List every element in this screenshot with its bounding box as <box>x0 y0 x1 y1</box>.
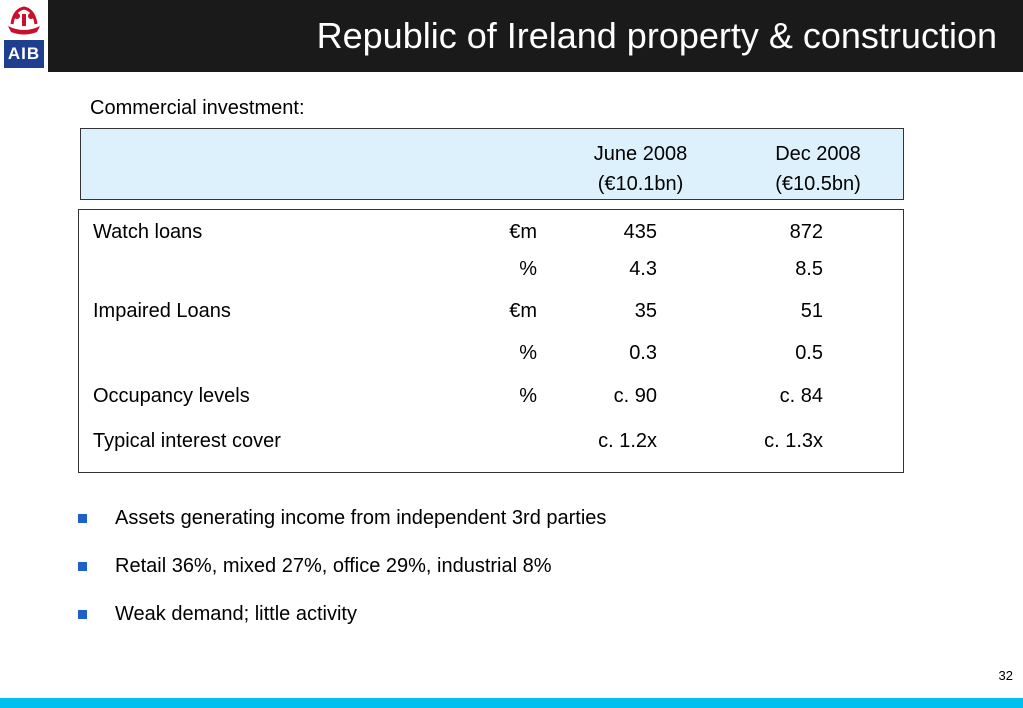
cell-june-2008: 4.3 <box>629 258 657 280</box>
row-label: Watch loans <box>93 221 203 243</box>
bullet-text: Assets generating income from independen… <box>115 507 607 529</box>
cell-june-2008: 0.3 <box>629 342 657 364</box>
cell-dec-2008: 51 <box>800 300 823 322</box>
row-unit: % <box>519 385 537 407</box>
column-header-dec-2008: Dec 2008 (€10.5bn) <box>753 139 883 199</box>
title-bar: AIB Republic of Ireland property & const… <box>0 0 1023 72</box>
cell-dec-2008: 8.5 <box>795 258 823 280</box>
row-label: Impaired Loans <box>93 300 231 322</box>
row-unit: €m <box>509 300 537 322</box>
aib-logo: AIB <box>0 0 48 72</box>
column-header-june-2008: June 2008 (€10.1bn) <box>578 139 703 199</box>
page-number: 32 <box>998 668 1013 683</box>
aib-logo-text: AIB <box>4 40 44 68</box>
cell-dec-2008: 872 <box>789 221 823 243</box>
table-row: Watch loans €m 435 872 <box>79 221 903 247</box>
row-unit: % <box>519 258 537 280</box>
table-header: June 2008 (€10.1bn) Dec 2008 (€10.5bn) <box>80 128 904 200</box>
bottom-accent-bar <box>0 698 1023 708</box>
column-header-total: (€10.1bn) <box>597 173 684 195</box>
slide-title: Republic of Ireland property & construct… <box>316 15 997 56</box>
row-label: Typical interest cover <box>93 430 281 452</box>
table-row: Impaired Loans €m 35 51 <box>79 300 903 326</box>
table-row: Occupancy levels % c. 90 c. 84 <box>79 385 903 411</box>
aib-ark-emblem-icon <box>8 6 40 35</box>
cell-june-2008: c. 1.2x <box>598 430 657 452</box>
square-bullet-icon <box>78 514 87 523</box>
column-header-total: (€10.5bn) <box>775 173 861 195</box>
square-bullet-icon <box>78 562 87 571</box>
cell-june-2008: 35 <box>634 300 657 322</box>
table-row: % 4.3 8.5 <box>79 258 903 284</box>
bullet-text: Retail 36%, mixed 27%, office 29%, indus… <box>115 555 552 577</box>
row-label: Occupancy levels <box>93 385 250 407</box>
cell-dec-2008: c. 84 <box>779 385 823 407</box>
column-header-date: Dec 2008 <box>775 143 861 165</box>
table-row: Typical interest cover c. 1.2x c. 1.3x <box>79 430 903 456</box>
square-bullet-icon <box>78 610 87 619</box>
bullet-text: Weak demand; little activity <box>115 603 357 625</box>
row-unit: €m <box>509 221 537 243</box>
row-unit: % <box>519 342 537 364</box>
section-subheading: Commercial investment: <box>90 97 305 119</box>
table-row: % 0.3 0.5 <box>79 342 903 368</box>
data-table: Watch loans €m 435 872 % 4.3 8.5 Impaire… <box>78 209 904 473</box>
column-header-date: June 2008 <box>593 143 688 165</box>
cell-june-2008: c. 90 <box>613 385 657 407</box>
cell-dec-2008: 0.5 <box>795 342 823 364</box>
cell-dec-2008: c. 1.3x <box>764 430 823 452</box>
cell-june-2008: 435 <box>623 221 657 243</box>
